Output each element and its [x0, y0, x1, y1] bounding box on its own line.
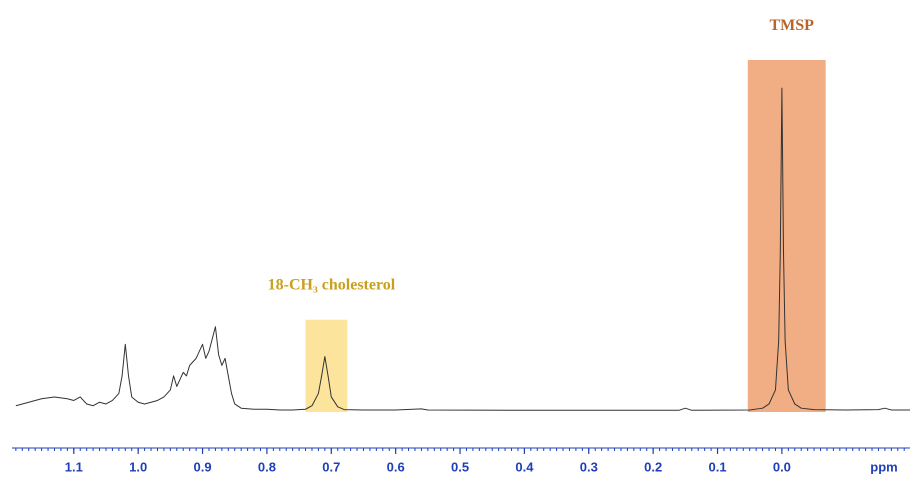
x-tick-label: 1.0	[129, 459, 147, 474]
x-tick-label: 0.8	[258, 459, 276, 474]
x-tick-label: 1.1	[65, 459, 83, 474]
x-tick-label: 0.9	[194, 459, 212, 474]
x-tick-label: 0.2	[644, 459, 662, 474]
x-tick-label: 0.6	[387, 459, 405, 474]
x-axis-label: ppm	[870, 459, 897, 474]
highlight-label: TMSP	[769, 17, 814, 34]
x-tick-label: 0.1	[708, 459, 726, 474]
x-tick-label: 0.7	[322, 459, 340, 474]
x-axis: 1.1 1.0 0.9 0.8 0.7 0.6 0.5 0.4 0.3 0.2 0.1 0.0 ppm	[12, 447, 910, 474]
x-tick-label: 0.3	[580, 459, 598, 474]
plot	[15, 87, 910, 411]
x-tick-label: 0.5	[451, 459, 469, 474]
highlights: 18-CH₃ cholesterol TMSP	[268, 17, 826, 412]
x-tick-label: 0.0	[773, 459, 791, 474]
x-tick-label: 0.4	[515, 459, 534, 474]
highlight-box	[747, 60, 826, 412]
spectrum-line	[15, 87, 910, 411]
highlight-label: 18-CH₃ cholesterol	[268, 277, 396, 294]
